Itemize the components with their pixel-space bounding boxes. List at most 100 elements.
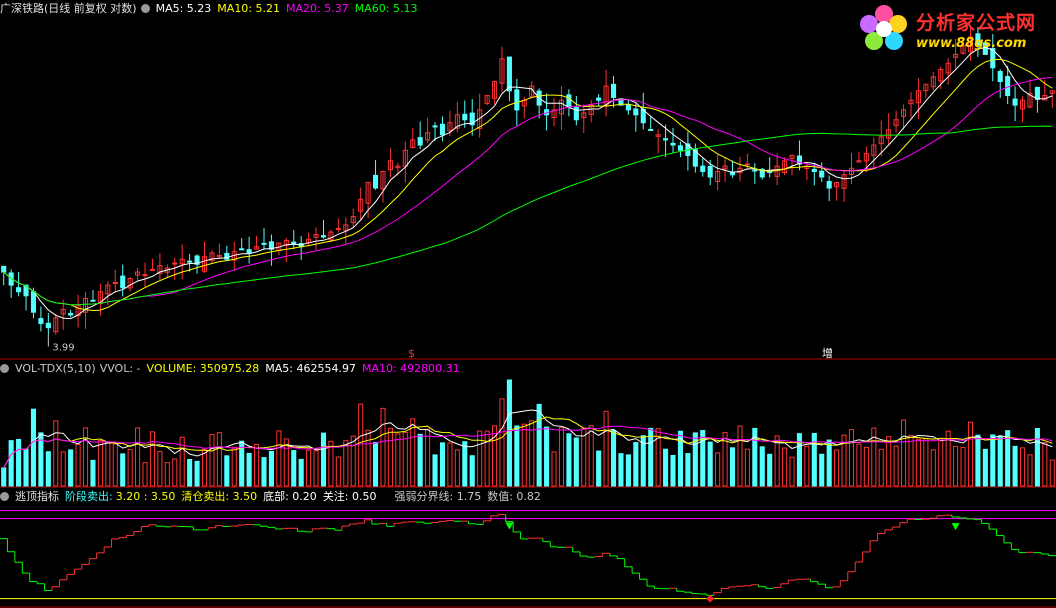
stage-sell-values: 3.20 : 3.50 <box>115 490 176 503</box>
candle-body <box>945 62 951 74</box>
candle-body <box>201 256 208 272</box>
ma10-line <box>3 58 1053 312</box>
volume-bar <box>729 447 736 487</box>
vol-ma20-line <box>3 425 1053 469</box>
indicator-name: 逃顶指标 <box>15 490 59 503</box>
candle-body <box>677 145 683 151</box>
candle-body <box>120 275 126 289</box>
volume-bar <box>759 446 765 487</box>
candle-body <box>752 169 758 172</box>
volume-bar <box>945 430 951 487</box>
attention-value: 关注: 0.50 <box>322 490 377 503</box>
volume-bar <box>767 453 773 487</box>
volume-bar <box>997 435 1003 487</box>
candle-body <box>566 94 572 108</box>
candle-body <box>692 149 698 167</box>
volume-bar <box>1049 459 1055 487</box>
volume-bar <box>1042 442 1048 487</box>
candle-body <box>581 112 587 119</box>
volume-bar <box>127 449 133 487</box>
vol-ma10-line <box>3 416 1053 469</box>
candle-body <box>23 284 29 297</box>
volume-bar <box>737 425 743 487</box>
volume-bar <box>990 434 996 487</box>
volume-bar <box>558 427 565 487</box>
volume-bar <box>566 433 572 487</box>
volume-settings-icon[interactable] <box>0 364 9 373</box>
volume-bar <box>1012 445 1018 487</box>
volume-bar <box>707 441 713 487</box>
volume-bar <box>239 440 245 487</box>
volume-bar <box>819 453 825 487</box>
candle-body <box>402 149 408 167</box>
candle-body <box>209 252 215 261</box>
candle-body <box>30 291 37 313</box>
candle-body <box>588 104 594 115</box>
volume-bar <box>417 433 423 487</box>
volume-bar <box>402 431 408 487</box>
candle-body <box>938 69 944 82</box>
candle-body <box>395 165 401 169</box>
volume-bar <box>187 459 193 487</box>
volume-bar <box>30 408 37 487</box>
clear-sell-value: 清仓卖出: 3.50 <box>181 490 258 503</box>
candle-body <box>960 45 966 54</box>
candle-body <box>1012 98 1018 106</box>
candle-body <box>313 233 319 238</box>
volume-bar <box>276 430 282 487</box>
volume-bar <box>782 447 788 487</box>
price-panel-header: 广深铁路(日线 前复权 对数) MA5: 5.23 MA10: 5.21 MA20: … <box>0 2 423 16</box>
volume-bar <box>863 446 869 487</box>
candle-body <box>335 227 341 230</box>
candle-body <box>469 112 475 126</box>
indicator-value: 数值: 0.82 <box>487 490 541 503</box>
candle-body <box>722 165 728 170</box>
volume-bar <box>172 458 178 487</box>
candle-body <box>908 99 914 105</box>
volume-bar <box>544 426 550 487</box>
candle-body <box>856 160 862 163</box>
volume-bar <box>841 434 847 487</box>
logo-title: 分析家公式网 <box>916 12 1037 34</box>
candle-body <box>901 109 907 117</box>
volume-bar <box>930 449 936 487</box>
stage-sell-label: 阶段卖出: <box>65 490 113 503</box>
volume-bar <box>201 448 208 487</box>
volume-bar <box>521 423 527 487</box>
volume-bar <box>506 379 512 487</box>
volume-bar <box>514 425 520 487</box>
vol-ma10-value: MA10: 492800.31 <box>361 362 460 375</box>
volume-bar <box>715 452 721 487</box>
candle-body <box>157 265 163 275</box>
vol-ma5-line <box>3 409 1053 469</box>
volume-bar <box>752 427 758 487</box>
volume-bar <box>224 455 230 487</box>
volume-bar <box>75 443 81 487</box>
volume-bar <box>231 446 237 487</box>
candle-body <box>142 274 148 277</box>
flower-logo-icon <box>860 5 907 50</box>
candle-body <box>447 122 453 132</box>
candle-body <box>454 114 460 129</box>
volume-bar <box>246 452 252 487</box>
candle-body <box>179 258 185 265</box>
volume-bar <box>209 433 215 487</box>
indicator-settings-icon[interactable] <box>0 492 9 501</box>
candle-body <box>112 281 118 285</box>
volume-bar <box>967 421 974 487</box>
stock-title: 广深铁路(日线 前复权 对数) <box>0 2 137 15</box>
ma60-line <box>3 125 1053 306</box>
volume-bar <box>670 454 676 487</box>
volume-bar <box>603 410 609 487</box>
vvol-label: VVOL: - <box>99 362 141 375</box>
candle-body <box>105 284 111 295</box>
candle-body <box>246 249 252 254</box>
candle-body <box>655 134 661 137</box>
candle-body <box>410 139 416 149</box>
settings-circle-icon[interactable] <box>140 4 150 13</box>
volume-bar <box>68 449 74 487</box>
logo-url[interactable]: www.88gs.com <box>916 36 1027 51</box>
volume-bar <box>447 442 453 487</box>
candle-body <box>744 163 750 166</box>
